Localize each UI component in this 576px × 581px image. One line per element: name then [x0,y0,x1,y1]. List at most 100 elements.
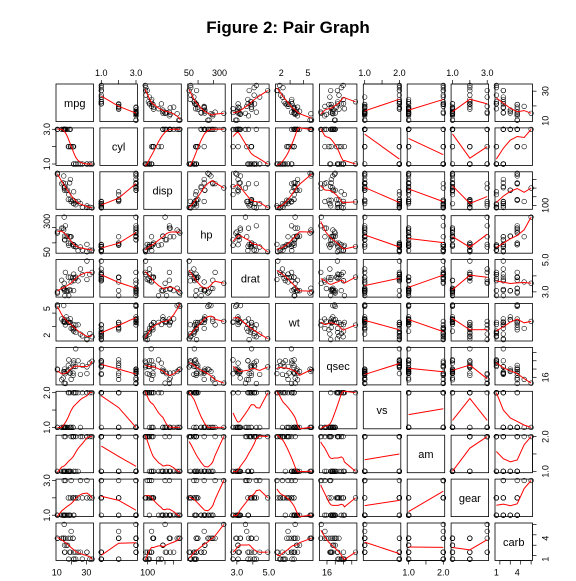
tick-label: 2.0 [541,430,551,443]
point-carb-hp-29 [202,529,207,534]
panel-frame [363,172,401,210]
panel-frame [319,435,357,473]
panel-gear-vs-mpg [55,478,94,517]
point-hp-disp-5 [156,243,161,248]
point-carb-mpg-29 [69,529,74,534]
point-disp-carb-24 [501,177,506,182]
variable-label-gear: gear [459,493,481,505]
panel-hp-vs-carb [494,215,533,254]
tick-label: 1.0 [541,465,551,478]
panel-frame [407,523,445,561]
smoother-qsec-gear [452,365,487,379]
smoother-carb-qsec [321,530,356,559]
smoother-drat-am [409,275,444,287]
panel-frame [144,435,182,473]
point-mpg-disp-3 [159,102,164,107]
point-qsec-drat-26 [257,372,262,377]
smoother-qsec-vs [365,364,400,375]
tick-label: 2.0 [437,568,450,577]
point-wt-qsec-26 [328,332,333,337]
smoother-vs-cyl [101,396,136,428]
smoother-gear-cyl [101,496,136,510]
point-hp-carb-24 [501,234,506,239]
smoother-vs-drat [233,393,268,422]
panel-hp-vs-disp [143,215,182,254]
panel-gear-vs-am [406,478,445,517]
panel-hp-vs-am [406,215,445,254]
panel-cyl-vs-carb [494,127,533,166]
panel-wt-vs-carb [494,303,533,342]
panel-frame [232,435,270,473]
smoother-am-qsec [321,442,356,472]
panel-frame [100,523,137,561]
point-mpg-qsec-5 [342,106,347,111]
panel-frame [407,304,445,342]
smoother-disp-qsec [321,186,356,203]
panel-hp-vs-mpg [55,215,94,254]
panel-drat-vs-am [406,259,445,298]
point-hp-drat-28 [254,224,259,229]
tick-label: 300 [42,214,52,229]
point-disp-carb-29 [522,199,527,204]
tick-label: 4 [515,568,520,577]
tick-label: 2 [279,68,284,78]
smoother-am-gear [452,437,487,472]
point-carb-disp-24 [171,550,176,555]
point-drat-disp-23 [167,278,172,283]
panel-cyl-vs-vs [362,127,401,166]
panel-drat-vs-vs [362,259,401,298]
panel-frame [451,435,489,473]
panel-gear-vs-vs [362,478,401,517]
point-drat-mpg-28 [63,270,68,275]
point-mpg-wt-17 [281,85,286,90]
panel-frame [100,84,137,122]
point-hp-drat-7 [246,248,251,253]
point-drat-wt-23 [295,278,300,283]
point-cyl-drat-3 [236,144,241,149]
panel-cyl-vs-cyl: cyl [100,128,137,165]
panel-frame [363,304,401,342]
point-disp-drat-30 [243,186,248,191]
tick-label: 1 [494,568,499,577]
point-drat-hp-7 [188,279,193,284]
point-mpg-drat-30 [243,111,248,116]
smoother-cyl-vs [365,134,400,159]
panel-frame [144,391,182,429]
point-drat-disp-30 [163,281,168,286]
panel-mpg-vs-drat [231,83,270,122]
panel-hp-vs-drat [231,215,270,254]
point-mpg-qsec-27 [328,88,333,93]
smoother-drat-vs [365,278,400,285]
point-hp-drat-23 [246,226,251,231]
smoother-wt-vs [365,320,400,330]
panel-drat-vs-mpg [55,259,94,298]
smoother-vs-am [409,409,444,415]
tick-label: 1.0 [42,509,52,522]
point-wt-mpg-16 [61,303,66,308]
panel-frame [56,128,94,165]
panel-cyl-vs-drat [231,127,270,166]
panel-frame [363,84,401,122]
axis-left-vs: 1.0 2.0 [42,386,56,433]
panel-qsec-vs-mpg [55,346,94,385]
tick-label: 5 [305,68,310,78]
panel-disp-vs-gear [450,171,489,210]
tick-label: 2.0 [42,386,52,399]
panel-vs-vs-cyl [99,390,138,429]
panel-hp-vs-qsec [318,215,357,254]
panel-frame [495,216,533,254]
point-disp-qsec-29 [323,199,328,204]
panel-disp-vs-mpg [55,171,94,210]
panel-am-vs-mpg [55,434,94,473]
point-qsec-hp-29 [202,377,207,382]
point-qsec-disp-5 [156,358,161,363]
point-qsec-carb-7 [501,358,506,363]
panel-frame [495,260,533,298]
smoother-vs-hp [189,392,224,427]
panel-disp-vs-drat [231,171,270,210]
panel-disp-vs-carb [494,171,533,210]
point-hp-qsec-29 [323,234,328,239]
tick-label: 1.0 [42,421,52,434]
point-mpg-qsec-25 [337,93,342,98]
panel-mpg-vs-carb [494,83,533,122]
